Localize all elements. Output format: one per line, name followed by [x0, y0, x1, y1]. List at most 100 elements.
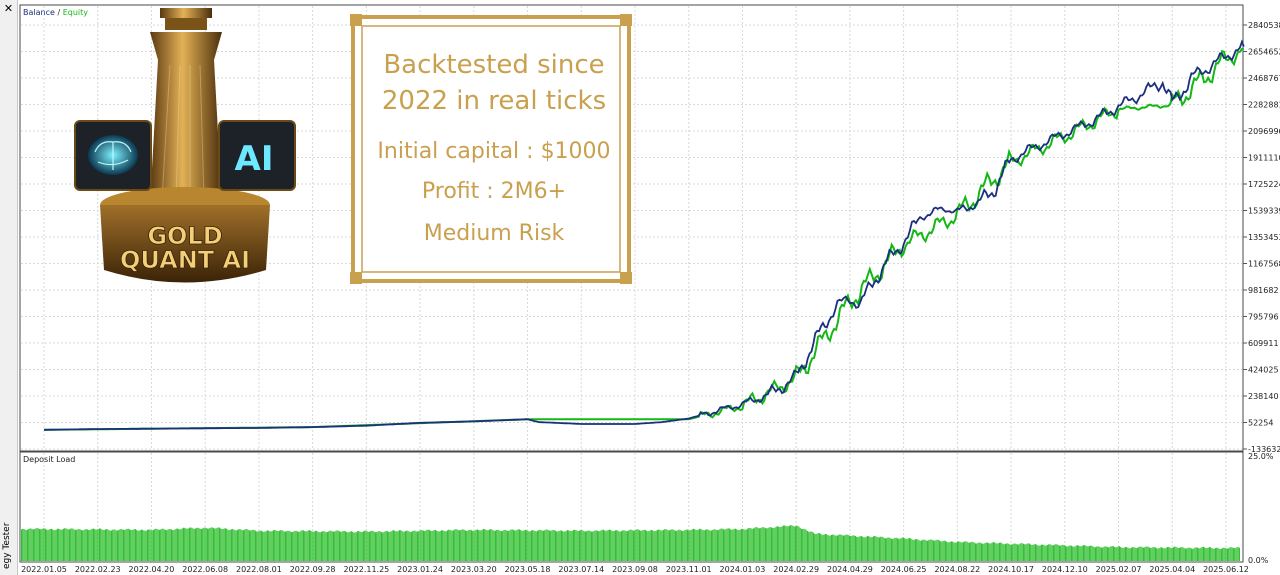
deposit-load-bar	[1233, 548, 1234, 561]
deposit-load-bar	[1179, 547, 1180, 561]
deposit-load-bar	[226, 528, 228, 561]
deposit-load-bar	[439, 530, 441, 561]
deposit-load-bar	[1030, 544, 1032, 561]
deposit-load-bar	[907, 538, 909, 561]
deposit-load-bar	[333, 531, 334, 561]
deposit-load-bar	[100, 528, 102, 561]
deposit-load-bar	[48, 529, 50, 561]
deposit-load-bar	[887, 537, 889, 561]
deposit-load-bar	[473, 530, 475, 561]
deposit-load-bar	[759, 528, 760, 561]
deposit-load-bar	[1089, 546, 1090, 561]
deposit-load-bar	[499, 530, 501, 561]
deposit-load-bar	[454, 529, 456, 561]
deposit-load-bar	[268, 530, 270, 561]
deposit-load-bar	[973, 542, 975, 561]
deposit-load-bar	[198, 528, 200, 561]
deposit-load-bar	[1157, 548, 1159, 561]
deposit-load-bar	[449, 529, 451, 561]
deposit-load-bar	[76, 529, 78, 561]
deposit-load-bar	[1171, 547, 1173, 561]
deposit-load-bar	[964, 541, 966, 561]
deposit-load-bar	[763, 527, 765, 561]
deposit-load-bar	[961, 542, 963, 561]
deposit-load-bar	[300, 530, 302, 561]
deposit-load-bar	[216, 527, 218, 561]
deposit-load-bar	[42, 528, 44, 561]
deposit-load-bar	[387, 531, 388, 561]
logo-ai-screen	[218, 120, 296, 191]
deposit-load-bar	[1217, 547, 1219, 561]
deposit-load-bar	[509, 530, 511, 561]
deposit-load-bar	[772, 527, 774, 561]
x-tick-label: 2024.04.29	[827, 565, 873, 574]
deposit-load-bar	[1038, 545, 1040, 561]
deposit-load-bar	[1047, 545, 1048, 561]
deposit-load-bar	[361, 531, 363, 561]
deposit-load-bar	[413, 530, 415, 561]
deposit-load-bar	[357, 531, 358, 561]
deposit-load-bar	[715, 529, 717, 561]
deposit-load-bar	[1164, 548, 1166, 561]
deposit-load-bar	[396, 531, 398, 561]
deposit-load-bar	[828, 535, 830, 561]
deposit-load-bar	[670, 529, 672, 561]
deposit-load-bar	[843, 535, 844, 561]
deposit-load-bar	[43, 528, 45, 561]
deposit-load-bar	[487, 530, 489, 561]
deposit-load-bar	[377, 531, 379, 561]
deposit-load-bar	[331, 531, 333, 561]
deposit-load-bar	[109, 530, 111, 561]
deposit-load-bar	[1003, 544, 1005, 561]
deposit-load-bar	[1239, 547, 1240, 561]
deposit-load-bar	[163, 529, 165, 561]
deposit-load-bar	[780, 526, 782, 561]
deposit-load-bar	[643, 529, 645, 561]
deposit-load-bar	[1029, 543, 1030, 561]
deposit-load-bar	[709, 530, 711, 561]
deposit-load-bar	[385, 530, 387, 561]
close-icon[interactable]: ✕	[3, 2, 14, 15]
deposit-load-bar	[1198, 548, 1200, 561]
deposit-load-bar	[810, 531, 812, 561]
deposit-load-bar	[1169, 547, 1171, 561]
deposit-load-bar	[1044, 545, 1046, 561]
deposit-load-bar	[754, 527, 756, 561]
deposit-load-bar	[1103, 546, 1105, 561]
deposit-load-bar	[667, 530, 669, 561]
deposit-load-bar	[101, 529, 103, 561]
deposit-load-bar	[88, 530, 90, 561]
deposit-load-bar	[665, 529, 667, 561]
deposit-load-bar	[243, 530, 244, 561]
deposit-load-bar	[829, 535, 831, 561]
deposit-load-bar	[555, 530, 556, 561]
deposit-load-bar	[1147, 546, 1149, 561]
deposit-load-bar	[606, 530, 608, 561]
deposit-load-bar	[340, 531, 342, 561]
deposit-load-bar	[583, 531, 585, 561]
deposit-load-bar	[893, 538, 895, 561]
deposit-load-bar	[630, 529, 632, 561]
deposit-load-bar	[1203, 546, 1204, 561]
deposit-load-bar	[1218, 548, 1220, 561]
deposit-load-bar	[802, 529, 804, 561]
deposit-load-bar	[1096, 546, 1098, 561]
deposit-load-bar	[899, 538, 901, 561]
deposit-load-bar	[959, 541, 961, 561]
deposit-load-bar	[757, 527, 759, 561]
deposit-load-bar	[1095, 547, 1096, 561]
deposit-load-bar	[876, 536, 878, 561]
deposit-load-bar	[339, 531, 340, 561]
deposit-load-bar	[646, 530, 648, 561]
deposit-load-bar	[993, 542, 994, 561]
deposit-load-bar	[597, 530, 598, 561]
deposit-load-bar	[252, 529, 254, 561]
deposit-load-bar	[553, 530, 555, 561]
deposit-load-bar	[627, 531, 628, 561]
deposit-load-bar	[258, 530, 260, 561]
deposit-load-bar	[1150, 547, 1152, 561]
deposit-load-bar	[983, 543, 985, 561]
x-tick-label: 2023.07.14	[558, 565, 604, 574]
deposit-load-bar	[313, 531, 315, 561]
deposit-load-bar	[420, 530, 422, 561]
